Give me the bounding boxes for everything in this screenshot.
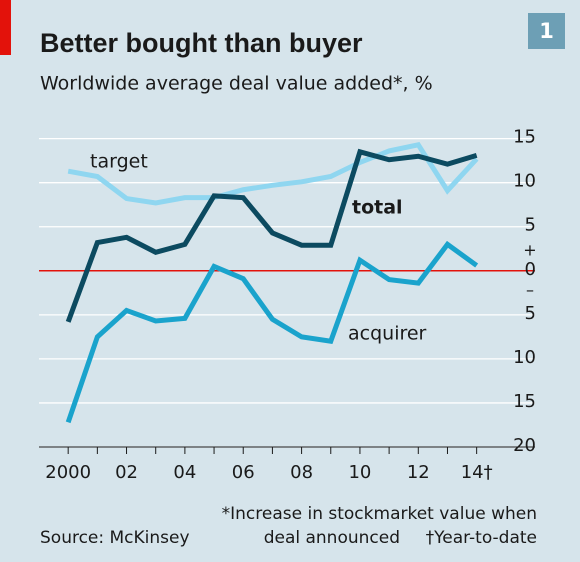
y-tick-label: 10 <box>513 347 536 368</box>
y-tick-label: 15 <box>513 127 536 148</box>
y-tick-label: 5 <box>525 303 536 324</box>
y-tick-label: 0 <box>525 259 536 280</box>
footnote: *Increase in stockmarket value when <box>222 504 537 524</box>
x-tick-label: 10 <box>348 462 371 483</box>
x-tick-label: 12 <box>407 462 430 483</box>
series-label: total <box>352 197 403 219</box>
series-line <box>65 148 478 323</box>
footnote: deal announced <box>264 528 400 548</box>
y-tick-label: 5 <box>525 215 536 236</box>
positive-sign: + <box>523 240 536 259</box>
chart-title: Better bought than buyer <box>40 28 363 58</box>
x-tick-label: 14† <box>461 462 493 483</box>
x-tick-label: 2000 <box>45 462 91 483</box>
source: Source: McKinsey <box>40 528 190 548</box>
chart-number-box <box>528 13 565 49</box>
series-label: acquirer <box>348 323 427 345</box>
series-line <box>67 141 479 206</box>
chart-number: 1 <box>539 19 554 43</box>
y-tick-label: 10 <box>513 171 536 192</box>
x-tick-label: 08 <box>290 462 313 483</box>
footnote: †Year-to-date <box>426 528 537 548</box>
series-line <box>65 240 479 424</box>
y-tick-label: 20 <box>513 435 536 456</box>
x-tick-label: 06 <box>232 462 255 483</box>
x-tick-label: 02 <box>115 462 138 483</box>
series-label: target <box>90 151 148 173</box>
negative-sign: – <box>526 280 534 299</box>
y-tick-label: 15 <box>513 391 536 412</box>
chart-subtitle: Worldwide average deal value added*, % <box>40 73 433 95</box>
red-tab <box>0 0 11 55</box>
x-tick-label: 04 <box>173 462 196 483</box>
